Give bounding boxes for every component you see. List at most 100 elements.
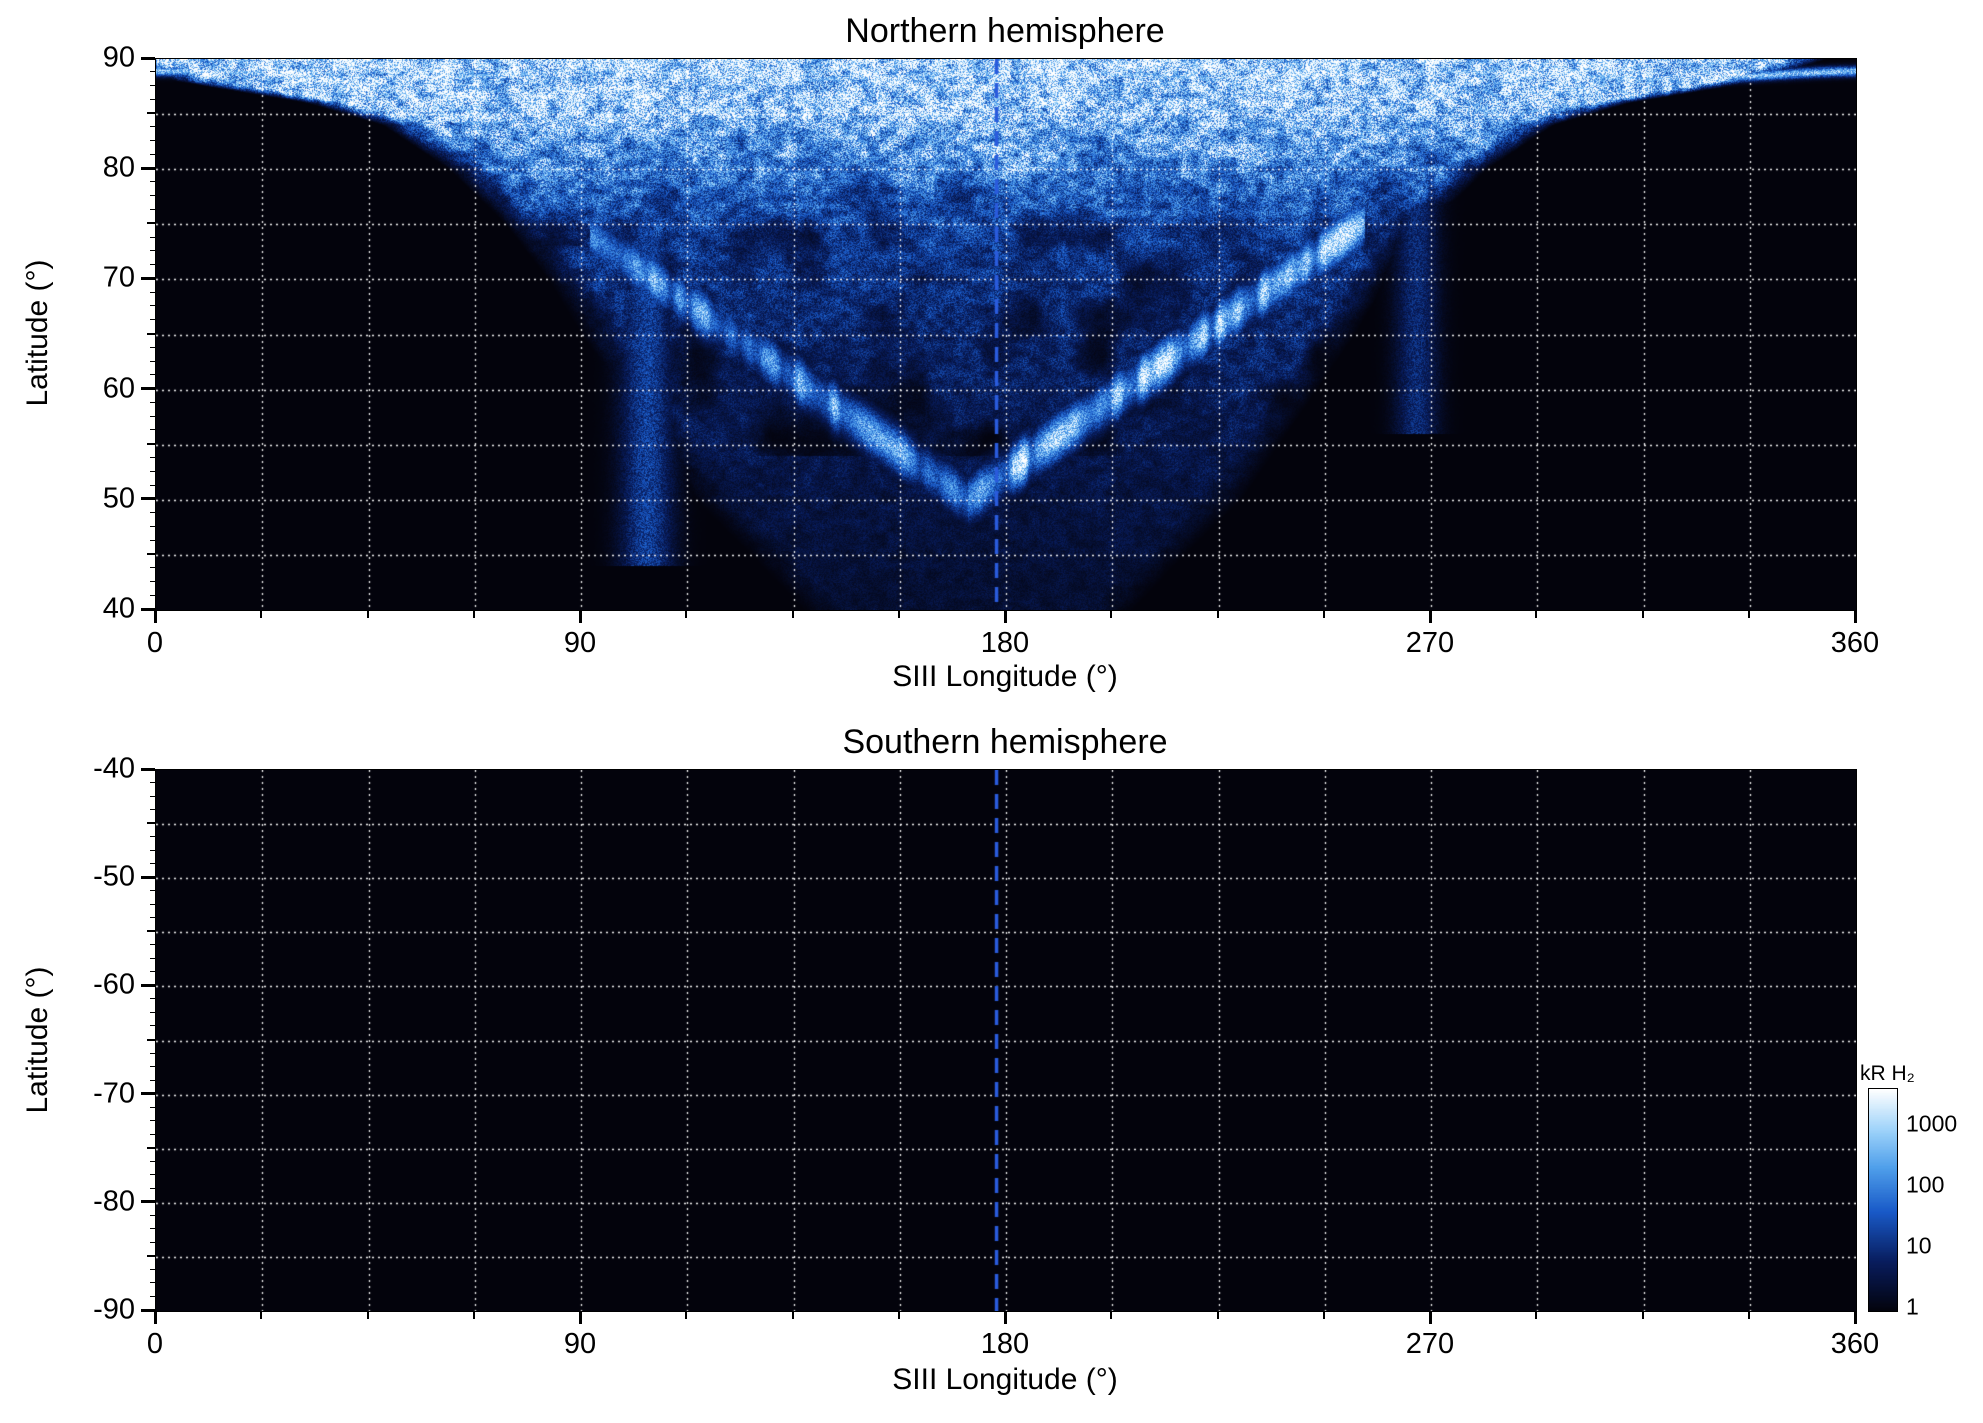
axis-tick (1428, 1312, 1432, 1324)
y-tick-label: 70 (102, 261, 135, 294)
axis-tick (1535, 611, 1538, 618)
axis-tick (141, 767, 155, 771)
axis-tick (150, 849, 155, 851)
axis-tick (150, 98, 155, 100)
axis-tick (150, 126, 155, 128)
axis-tick (260, 1312, 263, 1319)
x-tick-label: 90 (563, 627, 597, 659)
axis-tick (150, 346, 155, 348)
axis-tick (472, 611, 475, 618)
axis-tick (1428, 611, 1432, 623)
axis-tick (150, 209, 155, 211)
axis-tick (141, 497, 155, 501)
axis-tick (141, 56, 155, 60)
axis-tick (150, 484, 155, 486)
axis-tick (147, 1254, 155, 1257)
axis-tick (150, 319, 155, 321)
colorbar-tick-label: 10 (1906, 1232, 1932, 1259)
axis-tick (150, 1133, 155, 1135)
axis-tick (897, 611, 900, 618)
axis-tick (150, 71, 155, 73)
axis-tick (150, 374, 155, 376)
axis-tick (147, 112, 155, 115)
axis-tick (150, 415, 155, 417)
northern-y-axis-label: Latitude (°) (21, 259, 54, 407)
axis-tick (150, 1160, 155, 1162)
axis-tick (150, 917, 155, 919)
axis-tick (150, 305, 155, 307)
axis-tick (150, 971, 155, 973)
northern-panel-title: Northern hemisphere (845, 12, 1165, 50)
colorbar-tick-label: 1000 (1906, 1110, 1958, 1137)
x-tick-label: 180 (980, 627, 1030, 659)
y-tick-label: 60 (102, 372, 135, 405)
axis-tick (150, 539, 155, 541)
axis-tick (1322, 611, 1325, 618)
northern-x-axis-label: SIII Longitude (°) (892, 660, 1118, 693)
x-tick-label: 90 (563, 1328, 597, 1360)
axis-tick (150, 1011, 155, 1013)
axis-tick (791, 1312, 794, 1319)
axis-tick (150, 236, 155, 238)
axis-tick (150, 1120, 155, 1122)
colorbar-label: kR H₂ (1860, 1062, 1915, 1085)
axis-tick (366, 1312, 369, 1319)
axis-tick (150, 1079, 155, 1081)
axis-tick (147, 442, 155, 445)
x-tick-label: 180 (980, 1328, 1030, 1360)
y-tick-label: 90 (102, 41, 135, 74)
axis-tick (150, 998, 155, 1000)
axis-tick (150, 195, 155, 197)
x-tick-label: 360 (1830, 627, 1880, 659)
axis-tick (897, 1312, 900, 1319)
axis-tick (260, 611, 263, 618)
axis-tick (150, 782, 155, 784)
colorbar-tick-label: 100 (1906, 1171, 1945, 1198)
axis-tick (141, 1092, 155, 1096)
axis-tick (150, 1187, 155, 1189)
axis-tick (153, 611, 157, 623)
colorbar-tick-label: 1 (1906, 1293, 1919, 1320)
southern-x-axis-label: SIII Longitude (°) (892, 1363, 1118, 1396)
axis-tick (685, 1312, 688, 1319)
x-tick-label: 0 (146, 1328, 164, 1360)
x-tick-label: 270 (1405, 1328, 1455, 1360)
axis-tick (1747, 611, 1750, 618)
y-tick-label: 80 (102, 151, 135, 184)
y-tick-label: -80 (93, 1185, 135, 1218)
axis-tick (150, 836, 155, 838)
axis-tick (1853, 611, 1857, 623)
axis-tick (150, 1066, 155, 1068)
axis-tick (141, 607, 155, 611)
axis-tick (150, 291, 155, 293)
axis-tick (150, 1025, 155, 1027)
axis-tick (150, 512, 155, 514)
axis-tick (150, 140, 155, 142)
northern-hemisphere-heatmap (155, 58, 1857, 611)
axis-tick (578, 611, 582, 623)
axis-tick (147, 1146, 155, 1149)
axis-tick (150, 809, 155, 811)
axis-tick (472, 1312, 475, 1319)
axis-tick (153, 1312, 157, 1324)
axis-tick (150, 1282, 155, 1284)
axis-tick (141, 276, 155, 280)
axis-tick (150, 580, 155, 582)
axis-tick (141, 1308, 155, 1312)
x-tick-label: 360 (1830, 1328, 1880, 1360)
axis-tick (141, 983, 155, 987)
y-tick-label: 40 (102, 592, 135, 625)
axis-tick (150, 957, 155, 959)
axis-tick (141, 875, 155, 879)
axis-tick (147, 822, 155, 825)
axis-tick (150, 264, 155, 266)
axis-tick (150, 863, 155, 865)
axis-tick (1535, 1312, 1538, 1319)
axis-tick (1747, 1312, 1750, 1319)
axis-tick (150, 250, 155, 252)
colorbar (1868, 1088, 1898, 1312)
axis-tick (150, 456, 155, 458)
axis-tick (1322, 1312, 1325, 1319)
axis-tick (150, 890, 155, 892)
